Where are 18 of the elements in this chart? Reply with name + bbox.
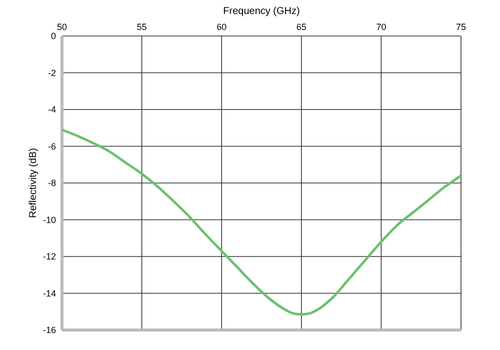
x-tick-label: 50 — [56, 22, 68, 32]
x-tick-label: 60 — [216, 22, 227, 32]
y-tick-label: -10 — [42, 214, 56, 225]
line-series — [60, 128, 462, 316]
x-tick-label: 65 — [296, 22, 306, 32]
y-tick-label: -14 — [42, 288, 56, 298]
y-tick-label: -16 — [42, 325, 56, 335]
y-tick-label: -12 — [42, 252, 56, 262]
x-tick-label: 55 — [136, 22, 147, 32]
x-tick-label: 70 — [376, 22, 386, 32]
y-tick-label: -6 — [48, 141, 56, 152]
x-tick-label: 75 — [456, 22, 466, 32]
x-axis-title: Frequency (GHz) — [223, 6, 300, 17]
y-tick-label: -4 — [48, 104, 56, 114]
y-tick-label: -8 — [48, 178, 56, 188]
y-tick-label: -2 — [48, 68, 56, 78]
y-axis-title: Reflectivity (dB) — [28, 148, 39, 218]
y-tick-label: 0 — [50, 31, 56, 41]
